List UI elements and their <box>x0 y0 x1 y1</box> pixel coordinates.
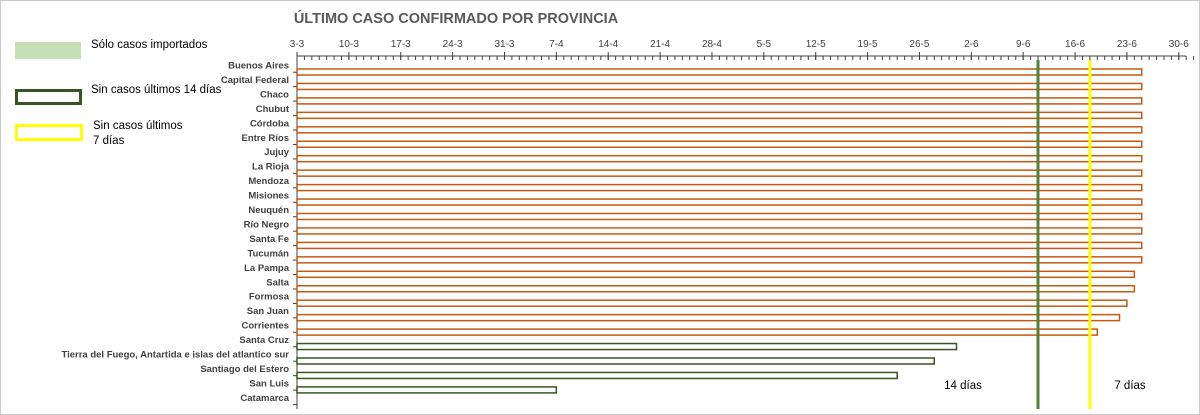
bar <box>296 256 1143 264</box>
x-tick-label: 10-3 <box>339 39 359 50</box>
x-tick-label: 23-6 <box>1117 39 1137 50</box>
bar <box>296 328 1099 336</box>
bar <box>296 342 958 351</box>
legend-label-7-days-line-2: 7 días <box>93 135 125 147</box>
x-tick-label: 24-3 <box>443 39 463 50</box>
legend-swatch-7-days <box>15 124 83 141</box>
category-label: Santa Fe <box>249 234 289 245</box>
bar <box>296 140 1143 148</box>
x-tick-label: 14-4 <box>598 39 618 50</box>
bar <box>296 299 1128 307</box>
x-tick-label: 28-4 <box>702 39 722 50</box>
x-tick-label: 31-3 <box>494 39 514 50</box>
category-label: Tierra del Fuego, Antartida e islas del … <box>61 350 289 361</box>
category-label: Santa Cruz <box>239 335 289 346</box>
category-label: San Juan <box>247 306 289 317</box>
bar <box>296 270 1136 279</box>
bar <box>296 241 1143 250</box>
bar <box>296 227 1143 235</box>
chart-title: ÚLTIMO CASO CONFIRMADO POR PROVINCIA <box>293 11 619 27</box>
x-tick-label: 9-6 <box>1016 39 1031 50</box>
category-label: Tucumán <box>247 248 289 259</box>
category-label: La Rioja <box>252 162 290 173</box>
category-label: Chubut <box>256 104 290 115</box>
bar <box>296 154 1143 163</box>
category-label: Mendoza <box>248 176 289 187</box>
x-tick-label: 2-6 <box>964 39 979 50</box>
x-tick-label: 3-3 <box>290 39 305 50</box>
legend-label-imported: Sólo casos importados <box>91 39 208 51</box>
bar <box>296 68 1143 76</box>
x-tick-label: 16-6 <box>1065 39 1085 50</box>
category-label: Entre Ríos <box>241 133 289 144</box>
category-label: Catamarca <box>240 393 289 404</box>
category-label: Río Negro <box>244 219 290 230</box>
legend-label-14-days: Sin casos últimos 14 días <box>91 84 222 96</box>
x-tick-label: 12-5 <box>806 39 826 50</box>
legend-label-7-days: Sin casos últimos 7 días <box>93 119 182 149</box>
bar <box>296 313 1121 322</box>
bar <box>296 82 1143 91</box>
x-tick-label: 5-5 <box>757 39 772 50</box>
bar <box>296 169 1143 177</box>
bar <box>296 371 898 380</box>
category-label: Chaco <box>260 89 289 100</box>
category-label: La Pampa <box>244 263 290 274</box>
reference-label-14-days: 14 días <box>944 380 982 392</box>
bar <box>296 111 1143 120</box>
category-label: Jujuy <box>264 147 290 158</box>
x-tick-label: 21-4 <box>650 39 670 50</box>
category-label: Formosa <box>249 292 290 303</box>
x-tick-label: 19-5 <box>858 39 878 50</box>
x-tick-label: 17-3 <box>391 39 411 50</box>
bar <box>296 357 936 365</box>
category-label: San Luis <box>249 378 289 389</box>
category-label: Corrientes <box>241 321 289 332</box>
reference-label-7-days: 7 días <box>1114 380 1146 392</box>
bar <box>296 97 1143 105</box>
category-label: Salta <box>266 277 289 288</box>
bar <box>296 212 1143 221</box>
legend-label-7-days-line-1: Sin casos últimos <box>93 120 183 132</box>
bar <box>296 183 1143 192</box>
category-label: Córdoba <box>250 118 290 129</box>
category-label: Misiones <box>248 191 289 202</box>
x-tick-label: 30-6 <box>1169 39 1189 50</box>
category-label: Buenos Aires <box>228 61 289 72</box>
legend-swatch-imported <box>15 42 81 59</box>
x-tick-label: 7-4 <box>549 39 564 50</box>
category-label: Santiago del Estero <box>200 364 289 375</box>
bar <box>296 126 1143 134</box>
x-tick-label: 26-5 <box>909 39 929 50</box>
bar <box>296 198 1143 206</box>
bar <box>296 386 558 394</box>
legend-swatch-14-days <box>15 89 82 105</box>
category-label: Neuquén <box>248 205 289 216</box>
bar <box>296 285 1136 293</box>
category-label: Capital Federal <box>221 75 289 86</box>
